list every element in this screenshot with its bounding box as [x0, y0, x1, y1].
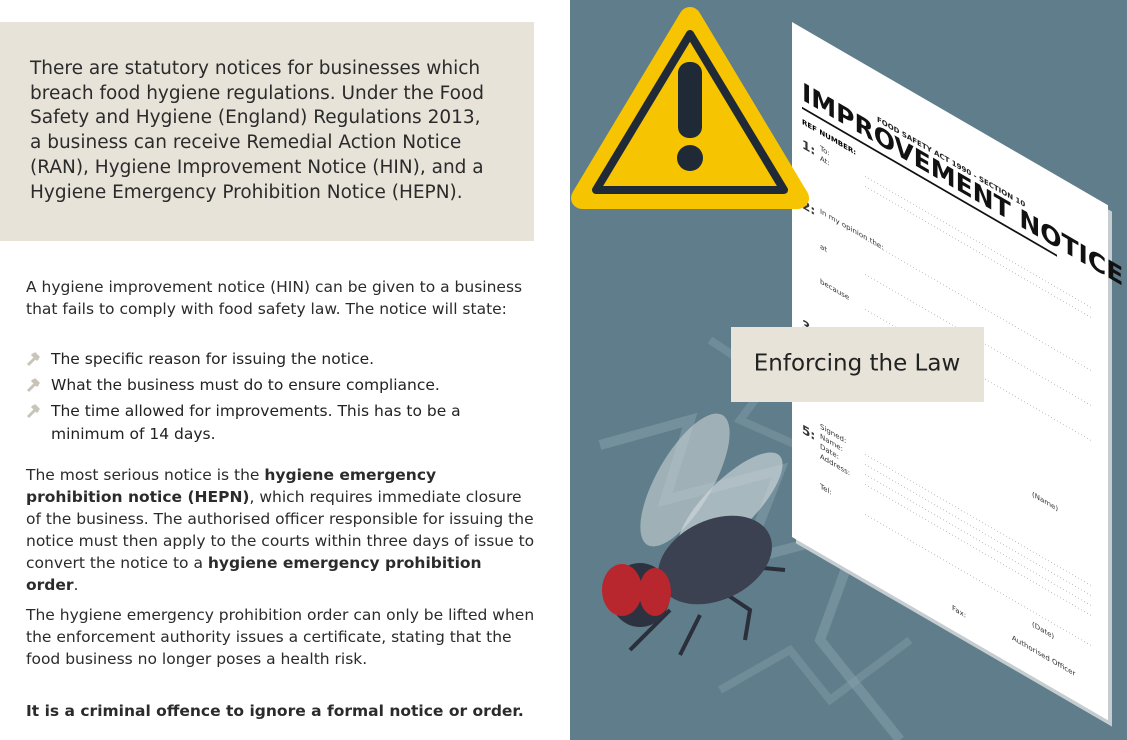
notice-field: To: — [819, 143, 830, 157]
bullet: The specific reason for issuing the noti… — [26, 348, 496, 371]
bullet-text: The time allowed for improvements. This … — [51, 402, 461, 443]
crack — [718, 636, 913, 706]
text: . — [73, 576, 79, 594]
dotted-line — [865, 514, 1092, 647]
notice-field: At: — [820, 154, 830, 168]
dotted-line — [865, 274, 1092, 407]
rule — [802, 106, 1057, 257]
order: The hygiene emergency prohibition order … — [26, 606, 535, 668]
dotted-line — [865, 176, 1092, 309]
notice-field: at — [820, 242, 827, 254]
text: The most serious notice is the — [26, 466, 265, 484]
bullet-icon — [26, 351, 41, 367]
bullet: The time allowed for improvements. This … — [26, 400, 496, 446]
text-panel: There are statutory notices for business… — [0, 22, 538, 720]
bullet-text: What the business must do to ensure comp… — [51, 376, 440, 394]
text: , which requires immediate closure of th… — [26, 488, 535, 572]
dotted-line — [865, 474, 1092, 607]
strong-text: hygiene emergency prohibition order — [26, 554, 482, 594]
fly — [602, 413, 786, 656]
bullet: What the business must do to ensure comp… — [26, 374, 496, 397]
intro-text: There are statutory notices for business… — [30, 58, 484, 203]
warning-sign — [571, 7, 809, 209]
bullets: The specific reason for issuing the noti… — [26, 348, 496, 449]
caption-box — [731, 327, 984, 402]
dotted-line — [865, 464, 1092, 597]
illustration: FOOD SAFETY ACT 1990 - SECTION 10 IMPROV… — [570, 0, 1127, 740]
dotted-line — [865, 309, 1092, 442]
dotted-line — [865, 239, 1092, 372]
serious: The most serious notice is the hygiene e… — [26, 464, 538, 596]
dotted-line — [865, 484, 1092, 617]
lead: A hygiene improvement notice (HIN) can b… — [26, 278, 523, 318]
bullet-text: The specific reason for issuing the noti… — [51, 350, 375, 368]
warning: It is a criminal offence to ignore a for… — [26, 702, 524, 720]
bullet-icon — [26, 403, 41, 419]
intro-box: There are statutory notices for business… — [0, 22, 534, 241]
caption: Enforcing the Law — [754, 351, 961, 377]
dotted-line — [865, 454, 1092, 587]
dotted-line — [865, 186, 1092, 319]
bullet-icon — [26, 377, 41, 393]
strong-text: hygiene emergency prohibition notice (HE… — [26, 466, 437, 506]
